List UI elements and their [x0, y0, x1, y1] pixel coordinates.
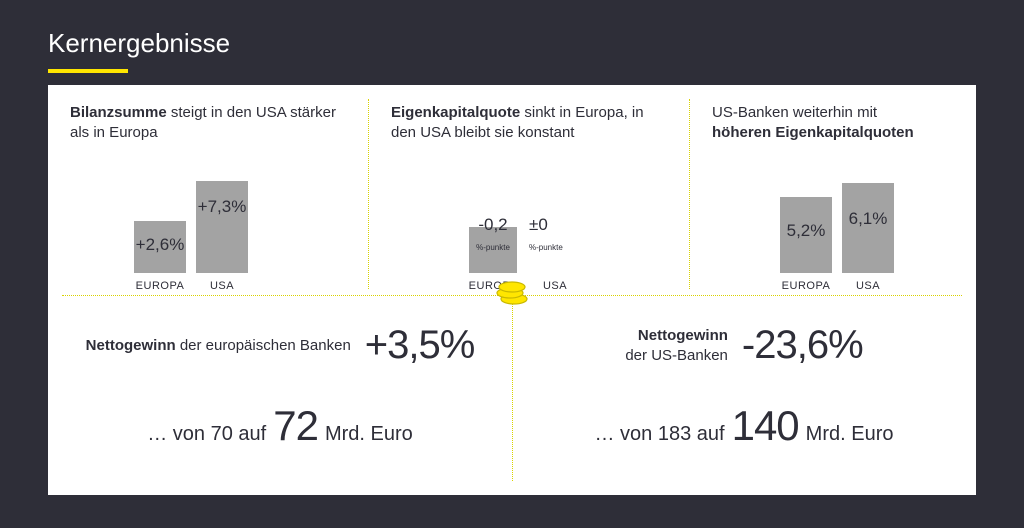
panel-balance-sheet: Bilanzsumme steigt in den USA stärker al… — [48, 85, 368, 295]
panel-title-bold: Eigenkapitalquote — [391, 104, 520, 121]
bar-label-europa: EUROPA — [130, 280, 190, 292]
net-profit-line1: Nettogewinn der US-Banken -23,6% — [542, 323, 946, 368]
net-profit-value: +3,5% — [365, 323, 475, 368]
np-label-rest: der europäischen Banken — [176, 337, 351, 354]
panel-title: US-Banken weiterhin mit höheren Eigenkap… — [712, 103, 954, 144]
bar-label-usa: USA — [525, 280, 585, 292]
panel-title-pre: US-Banken weiterhin mit — [712, 104, 877, 121]
bar-label-usa: USA — [838, 280, 898, 292]
net-profit-detail: … von 183 auf 140 Mrd. Euro — [542, 402, 946, 450]
bar-usa — [196, 181, 248, 273]
results-card: Bilanzsumme steigt in den USA stärker al… — [48, 85, 976, 495]
panel-title: Bilanzsumme steigt in den USA stärker al… — [70, 103, 346, 144]
np-label-rest: der US-Banken — [625, 347, 728, 364]
net-profit-line1: Nettogewinn der europäischen Banken +3,5… — [78, 323, 482, 368]
panel-title-bold: Bilanzsumme — [70, 104, 167, 121]
detail-big: 72 — [273, 402, 318, 450]
panel-title-rest: steigt in den USA stärker — [167, 104, 336, 121]
net-profit-label: Nettogewinn der US-Banken — [625, 326, 728, 365]
detail-pre: … von 183 auf — [595, 423, 725, 446]
chart-equity-higher: 5,2% EUROPA 6,1% USA — [712, 152, 954, 296]
bar-value-europa: -0,2 %-punkte — [469, 215, 517, 255]
bar-value-usa: +7,3% — [186, 197, 258, 217]
panel-equity-higher: US-Banken weiterhin mit höheren Eigenkap… — [690, 85, 976, 295]
detail-pre: … von 70 auf — [147, 423, 266, 446]
panel-title-line2: als in Europa — [70, 124, 158, 141]
panel-equity-ratio: Eigenkapitalquote sinkt in Europa, in de… — [369, 85, 689, 295]
detail-big: 140 — [732, 402, 799, 450]
bottom-row: Nettogewinn der europäischen Banken +3,5… — [48, 295, 976, 495]
panel-net-profit-us: Nettogewinn der US-Banken -23,6% … von 1… — [512, 295, 976, 495]
np-label-bold: Nettogewinn — [86, 337, 176, 354]
top-row: Bilanzsumme steigt in den USA stärker al… — [48, 85, 976, 295]
net-profit-label: Nettogewinn der europäischen Banken — [86, 336, 351, 356]
panel-title: Eigenkapitalquote sinkt in Europa, in de… — [391, 103, 667, 144]
chart-equity-ratio: -0,2 %-punkte EUROPA ±0 %-punkte USA — [391, 152, 667, 296]
bar-value-europa: 5,2% — [774, 221, 838, 241]
bar-label-usa: USA — [192, 280, 252, 292]
panel-title-bold: höheren Eigenkapitalquoten — [712, 124, 914, 141]
net-profit-value: -23,6% — [742, 323, 863, 368]
page-title: Kernergebnisse — [0, 0, 1024, 69]
bar-value-usa: 6,1% — [836, 209, 900, 229]
bar-value-europa: +2,6% — [124, 235, 196, 255]
detail-suf: Mrd. Euro — [325, 423, 413, 446]
bar-value-sub: %-punkte — [476, 243, 510, 252]
np-label-bold: Nettogewinn — [638, 327, 728, 344]
detail-suf: Mrd. Euro — [806, 423, 894, 446]
bar-value-text: -0,2 — [478, 215, 507, 234]
net-profit-detail: … von 70 auf 72 Mrd. Euro — [78, 402, 482, 450]
title-underline — [48, 69, 128, 73]
bar-value-usa: ±0 %-punkte — [529, 215, 585, 255]
bar-value-text: ±0 — [529, 215, 548, 234]
chart-balance-sheet: +2,6% EUROPA +7,3% USA — [70, 152, 346, 296]
bar-value-sub: %-punkte — [529, 243, 563, 252]
bar-label-europa: EUROPA — [776, 280, 836, 292]
panel-net-profit-eu: Nettogewinn der europäischen Banken +3,5… — [48, 295, 512, 495]
